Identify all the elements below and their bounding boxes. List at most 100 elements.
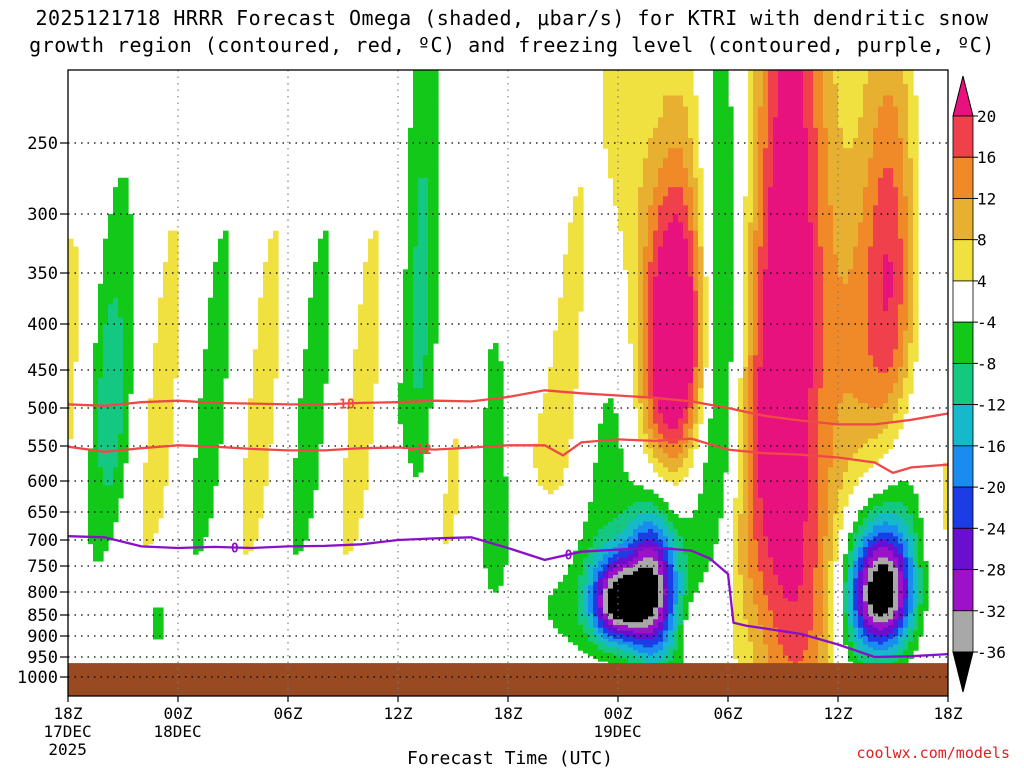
omega-cell [663,418,669,425]
omega-cell [303,393,309,399]
omega-cell [303,438,309,445]
omega-cell [548,595,554,599]
omega-cell [298,536,304,541]
omega-cell [673,72,679,85]
omega-cell [593,485,599,491]
omega-cell [653,448,659,454]
omega-cell [648,458,654,464]
omega-cell [583,529,589,534]
omega-cell [483,517,489,523]
omega-cell [98,330,104,338]
omega-cell [628,177,634,188]
omega-cell [608,127,614,139]
omega-cell [628,117,634,129]
omega-cell [673,471,679,478]
omega-cell [623,84,629,97]
omega-cell [643,433,649,440]
omega-cell [363,408,369,414]
omega-cell [443,529,449,534]
omega-cell [198,453,204,459]
omega-cell [143,513,149,519]
omega-cell [203,377,209,384]
omega-cell [163,448,169,454]
omega-cell [553,393,559,399]
omega-cell [298,458,304,464]
omega-cell [678,564,684,569]
omega-cell [598,517,604,523]
omega-cell [413,458,419,464]
omega-cell [198,485,204,491]
omega-cell [643,324,649,332]
omega-cell [713,117,719,129]
omega-cell [248,521,254,526]
omega-cell [268,361,274,368]
omega-cell [603,607,609,612]
omega-cell [413,297,419,306]
omega-cell [348,493,354,499]
omega-cell [403,403,409,409]
omega-cell [558,592,564,596]
omega-cell [643,510,649,515]
omega-cell [608,652,614,657]
omega-cell [648,607,654,612]
omega-cell [558,393,564,399]
omega-cell [323,290,329,299]
omega-cell [453,510,459,515]
omega-cell [653,177,659,188]
omega-cell [248,471,254,478]
omega-cell [73,317,79,325]
omega-cell [658,383,664,389]
omega-cell [678,177,684,188]
omega-cell [123,187,129,197]
omega-cell [408,304,414,312]
omega-cell [108,377,114,384]
omega-cell [488,433,494,440]
omega-cell [558,311,564,319]
omega-cell [453,448,459,454]
omega-cell [663,567,669,572]
omega-cell [653,117,659,129]
omega-cell [213,403,219,409]
omega-cell [663,383,669,389]
omega-cell [568,567,574,572]
omega-cell [418,106,424,118]
omega-cell [128,261,134,270]
omega-cell [578,261,584,270]
omega-cell [648,616,654,620]
omega-cell [363,423,369,430]
omega-cell [638,652,644,657]
omega-cell [98,349,104,356]
omega-cell [658,517,664,523]
omega-cell [263,317,269,325]
omega-cell [363,448,369,454]
omega-cell [688,403,694,409]
omega-cell [263,418,269,425]
omega-cell [598,610,604,615]
omega-cell [708,467,714,473]
omega-cell [108,506,114,511]
omega-cell [198,497,204,503]
omega-cell [563,355,569,362]
omega-cell [633,489,639,495]
omega-cell [213,458,219,464]
omega-cell [163,458,169,464]
omega-cell [683,290,689,299]
omega-cell [143,501,149,507]
omega-cell [168,246,174,255]
omega-cell [93,355,99,362]
omega-cell [638,630,644,634]
omega-cell [123,372,129,379]
omega-cell [713,525,719,530]
omega-cell [623,574,629,579]
omega-cell [653,652,659,657]
omega-cell [643,517,649,523]
omega-cell [643,647,649,651]
omega-cell [493,361,499,368]
omega-cell [598,458,604,464]
omega-cell [568,222,574,232]
omega-cell [263,304,269,312]
omega-cell [603,598,609,602]
omega-cell [128,330,134,338]
omega-cell [713,471,719,478]
omega-cell [303,388,309,394]
